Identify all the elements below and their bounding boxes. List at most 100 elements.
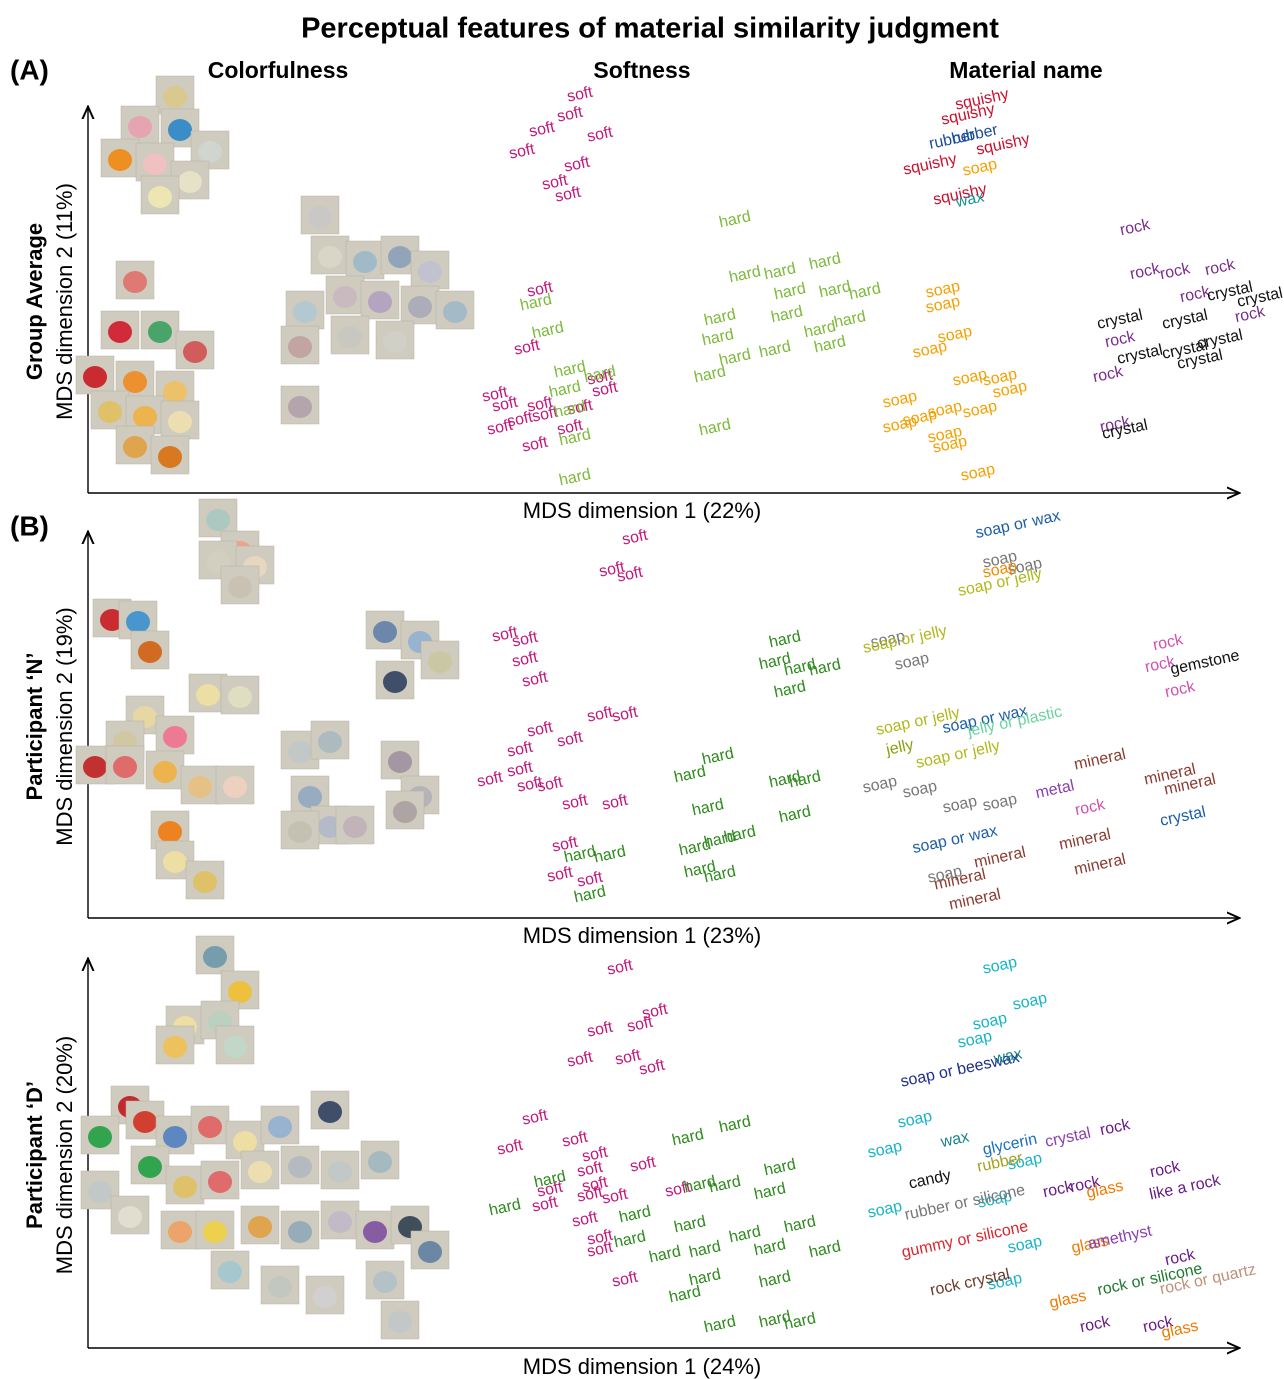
photo-thumbnail [136, 143, 174, 181]
photo-thumbnail [156, 716, 194, 754]
photo-thumbnail [386, 791, 424, 829]
photo-thumbnail [151, 436, 189, 474]
softness-label: hard [718, 1113, 753, 1136]
photo-object [338, 326, 362, 348]
photo-object [163, 1036, 187, 1058]
softness-label: hard [703, 306, 738, 329]
photo-thumbnail [156, 76, 194, 114]
softness-label: hard [753, 1180, 788, 1203]
photo-thumbnail [356, 1211, 394, 1249]
material-label: rock [1118, 216, 1152, 239]
photo-object [383, 331, 407, 353]
material-label: soap [961, 156, 999, 180]
photo-object [343, 816, 367, 838]
photo-object [328, 1161, 352, 1183]
softness-label: hard [773, 678, 808, 701]
x-axis-label: MDS dimension 1 (22%) [523, 498, 761, 523]
softness-label: hard [770, 303, 805, 326]
photo-object [143, 153, 167, 175]
material-label: soap [941, 793, 979, 817]
photo-object [108, 149, 132, 171]
material-label: rock [1073, 796, 1107, 819]
softness-label: hard [718, 208, 753, 231]
photo-thumbnail [216, 1026, 254, 1064]
softness-label: soft [521, 434, 550, 456]
material-label: mineral [1073, 851, 1128, 879]
softness-label: hard [693, 363, 728, 386]
softness-label: soft [641, 1001, 670, 1023]
photo-thumbnail [301, 196, 339, 234]
softness-label: hard [808, 250, 843, 273]
softness-label: soft [506, 739, 535, 761]
photo-object [193, 871, 217, 893]
photo-thumbnail [106, 746, 144, 784]
photo-object [288, 1221, 312, 1243]
material-label: soap [881, 413, 919, 437]
photo-thumbnail [201, 1161, 239, 1199]
softness-label: soft [526, 719, 555, 741]
softness-label: soft [621, 527, 650, 549]
photo-thumbnail [116, 426, 154, 464]
photo-object [228, 686, 252, 708]
material-label: soap [961, 398, 999, 422]
photo-thumbnail [166, 1166, 204, 1204]
photo-thumbnail [116, 261, 154, 299]
material-label: soap [926, 398, 964, 422]
softness-label: soft [521, 669, 550, 691]
photo-object [428, 651, 452, 673]
photo-object [228, 576, 252, 598]
photo-thumbnail [196, 936, 234, 974]
photo-object [293, 301, 317, 323]
softness-label: soft [511, 649, 540, 671]
photo-thumbnail [156, 1026, 194, 1064]
photo-object [168, 411, 192, 433]
material-label: crystal [1096, 307, 1145, 333]
photo-object [373, 1271, 397, 1293]
material-label: rock [1151, 631, 1185, 654]
figure: Perceptual features of material similari… [0, 0, 1284, 1379]
softness-label: hard [763, 260, 798, 283]
softness-label: hard [613, 1228, 648, 1251]
softness-label: hard [488, 1196, 523, 1219]
softness-label: hard [593, 843, 628, 866]
photo-thumbnail [336, 806, 374, 844]
photo-thumbnail [131, 1146, 169, 1184]
photo-object [288, 1156, 312, 1178]
softness-label: hard [701, 745, 736, 768]
photo-object [163, 86, 187, 108]
photo-object [228, 981, 252, 1003]
figure-title: Perceptual features of material similari… [301, 13, 999, 45]
panels: (A)Group AverageMDS dimension 2 (11%)MDS… [10, 54, 1284, 1378]
photo-thumbnail [321, 1151, 359, 1189]
photo-thumbnail [76, 356, 114, 394]
photo-object [388, 246, 412, 268]
photo-object [153, 761, 177, 783]
photo-thumbnail [411, 1231, 449, 1269]
softness-label: soft [476, 769, 505, 791]
photo-object [158, 446, 182, 468]
material-label: crystal [1159, 804, 1208, 830]
softness-label: soft [586, 124, 615, 146]
photo-thumbnail [121, 106, 159, 144]
material-label: soap [881, 388, 919, 412]
photo-thumbnail [331, 316, 369, 354]
material-label: soap or wax [974, 507, 1062, 542]
row-label: Group Average [22, 223, 47, 380]
softness-label: soft [561, 792, 590, 814]
photo-object [328, 1211, 352, 1233]
photo-thumbnail [141, 311, 179, 349]
photo-object [88, 1181, 112, 1203]
material-label: candy [907, 1167, 952, 1193]
photo-object [206, 509, 230, 531]
photo-thumbnail [221, 566, 259, 604]
photo-thumbnail [191, 1106, 229, 1144]
photo-object [133, 406, 157, 428]
photo-object [408, 296, 432, 318]
softness-label: soft [508, 141, 537, 163]
photo-thumbnail [411, 251, 449, 289]
photo-thumbnail [196, 1211, 234, 1249]
photo-thumbnail [366, 611, 404, 649]
softness-label: hard [758, 338, 793, 361]
softness-label: hard [519, 291, 554, 314]
photo-thumbnail [366, 1261, 404, 1299]
